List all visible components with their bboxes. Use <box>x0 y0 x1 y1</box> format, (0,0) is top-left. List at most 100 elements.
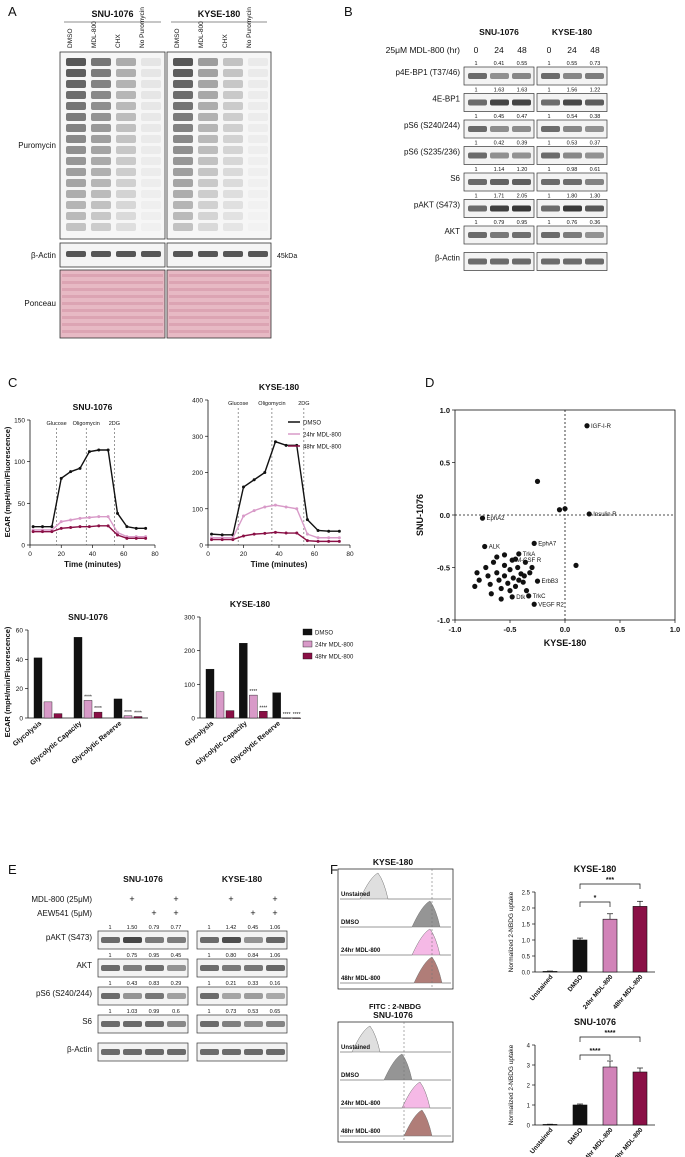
panel-b-quant: 1.63 <box>517 88 528 94</box>
panel-e-band <box>200 1021 219 1027</box>
panel-b-band <box>541 73 560 79</box>
data-point <box>253 509 256 512</box>
panel-e-band <box>200 937 219 943</box>
panel-a-smear-band <box>91 201 111 209</box>
panel-a-smear-band <box>91 91 111 99</box>
panel-e-treatment-mark: + <box>173 894 178 904</box>
injection-label: 2DG <box>109 421 120 427</box>
panel-e-band <box>266 965 285 971</box>
data-point <box>221 533 224 536</box>
y-tick-label: 0.5 <box>522 955 531 961</box>
panel-e-quant: 1.06 <box>270 953 281 959</box>
panel-b-quant: 1 <box>474 61 477 67</box>
panel-b-western-blot: SNU-1076 KYSE-18025μM MDL-800 (hr) 0 24 48 0 2… <box>340 0 685 345</box>
x-tick-label: -1.0 <box>449 625 462 634</box>
scatter-point <box>482 544 487 549</box>
panel-a-smear-band <box>223 135 243 143</box>
panel-b-band <box>585 232 604 238</box>
y-tick-label: 1.5 <box>522 923 531 929</box>
data-point <box>41 530 44 533</box>
panel-e-row-label: AKT <box>76 961 92 970</box>
panel-b-quant: 0.79 <box>494 220 505 226</box>
panel-c-ecar-charts: ECAR (mpH/min/Fluorescence)ECAR (mpH/min… <box>0 372 360 772</box>
panel-e-band <box>167 993 186 999</box>
y-tick-label: 2.0 <box>522 907 531 913</box>
panel-b-band <box>563 153 582 159</box>
panel-e-band <box>167 1049 186 1055</box>
significance-label: **** <box>84 694 92 700</box>
panel-e-quant: 0.84 <box>248 953 259 959</box>
panel-b-band <box>490 232 509 238</box>
panel-a-smear-band <box>223 102 243 110</box>
panel-a-smear-band <box>116 91 136 99</box>
panel-b-band <box>468 179 487 185</box>
y-tick-label: 0.0 <box>522 971 531 977</box>
data-point <box>242 486 245 489</box>
scatter-point <box>474 570 479 575</box>
scatter-point <box>513 557 518 562</box>
panel-b-quant: 0.61 <box>590 167 601 173</box>
legend-swatch <box>303 629 312 635</box>
panel-a-smear-band <box>173 69 193 77</box>
panel-b-band <box>563 126 582 132</box>
panel-a-smear-band <box>173 201 193 209</box>
panel-b-quant: 0.37 <box>590 141 601 147</box>
panel-a-smear-band <box>91 168 111 176</box>
panel-e-band <box>244 993 263 999</box>
panel-e-quant: 0.75 <box>127 953 138 959</box>
panel-a-smear-band <box>223 201 243 209</box>
scatter-point-label: ErbB3 <box>542 579 559 585</box>
panel-b-quant: 1 <box>547 88 550 94</box>
panel-b-band <box>563 100 582 106</box>
panel-b-quant: 1.71 <box>494 194 505 200</box>
panel-a-smear-band <box>66 102 86 110</box>
scatter-point <box>494 570 499 575</box>
panel-e-band <box>222 993 241 999</box>
panel-b-quant: 1 <box>474 88 477 94</box>
panel-a-smear-band <box>91 190 111 198</box>
panel-e-band <box>145 965 164 971</box>
panel-a-smear-band <box>91 102 111 110</box>
panel-a-smear-band <box>66 135 86 143</box>
scatter-point-label: Dtk <box>516 595 526 601</box>
legend-label: 24hr MDL-800 <box>303 433 342 439</box>
bar-dmso <box>239 643 247 718</box>
panel-e-band <box>145 993 164 999</box>
data-point <box>69 470 72 473</box>
panel-e-quant: 0.29 <box>171 981 182 987</box>
panel-e-band <box>244 965 263 971</box>
panel-e-row-label: pS6 (S240/244) <box>36 989 92 998</box>
panel-b-quant: 1 <box>474 114 477 120</box>
panel-e-band <box>123 993 142 999</box>
injection-label: Oligomycin <box>258 401 285 407</box>
panel-e-treatment-mark: + <box>173 908 178 918</box>
hist-row-label: Unstained <box>341 892 370 898</box>
panel-a-smear-band <box>198 146 218 154</box>
panel-e-quant: 0.33 <box>248 981 259 987</box>
panel-a-smear-band <box>248 201 268 209</box>
panel-a-ponceau-band <box>169 316 269 319</box>
y-axis-label-top: ECAR (mpH/min/Fluorescence) <box>3 426 12 537</box>
data-point <box>41 525 44 528</box>
panel-b-quant: 1.63 <box>494 88 505 94</box>
hist-row-label: DMSO <box>341 920 359 926</box>
panel-a-actin-band <box>223 251 243 257</box>
scatter-point <box>510 594 515 599</box>
data-point <box>210 538 213 541</box>
panel-a-lane-label: MDL-800 <box>91 21 98 48</box>
data-point <box>285 532 288 535</box>
panel-a-lane-label: MDL-800 <box>198 21 205 48</box>
scatter-point <box>505 581 510 586</box>
data-point <box>338 540 341 543</box>
panel-a-smear-band <box>91 157 111 165</box>
scatter-point <box>507 567 512 572</box>
panel-a-actin-band <box>141 251 161 257</box>
scatter-point <box>483 565 488 570</box>
data-point <box>306 533 309 536</box>
panel-a-smear-band <box>116 157 136 165</box>
significance-label: **** <box>259 705 267 711</box>
chart-title: KYSE-180 <box>259 382 299 392</box>
panel-e-row-label: pAKT (S473) <box>46 933 92 942</box>
panel-a-smear-band <box>223 223 243 231</box>
y-tick-label: 0.0 <box>440 511 450 520</box>
